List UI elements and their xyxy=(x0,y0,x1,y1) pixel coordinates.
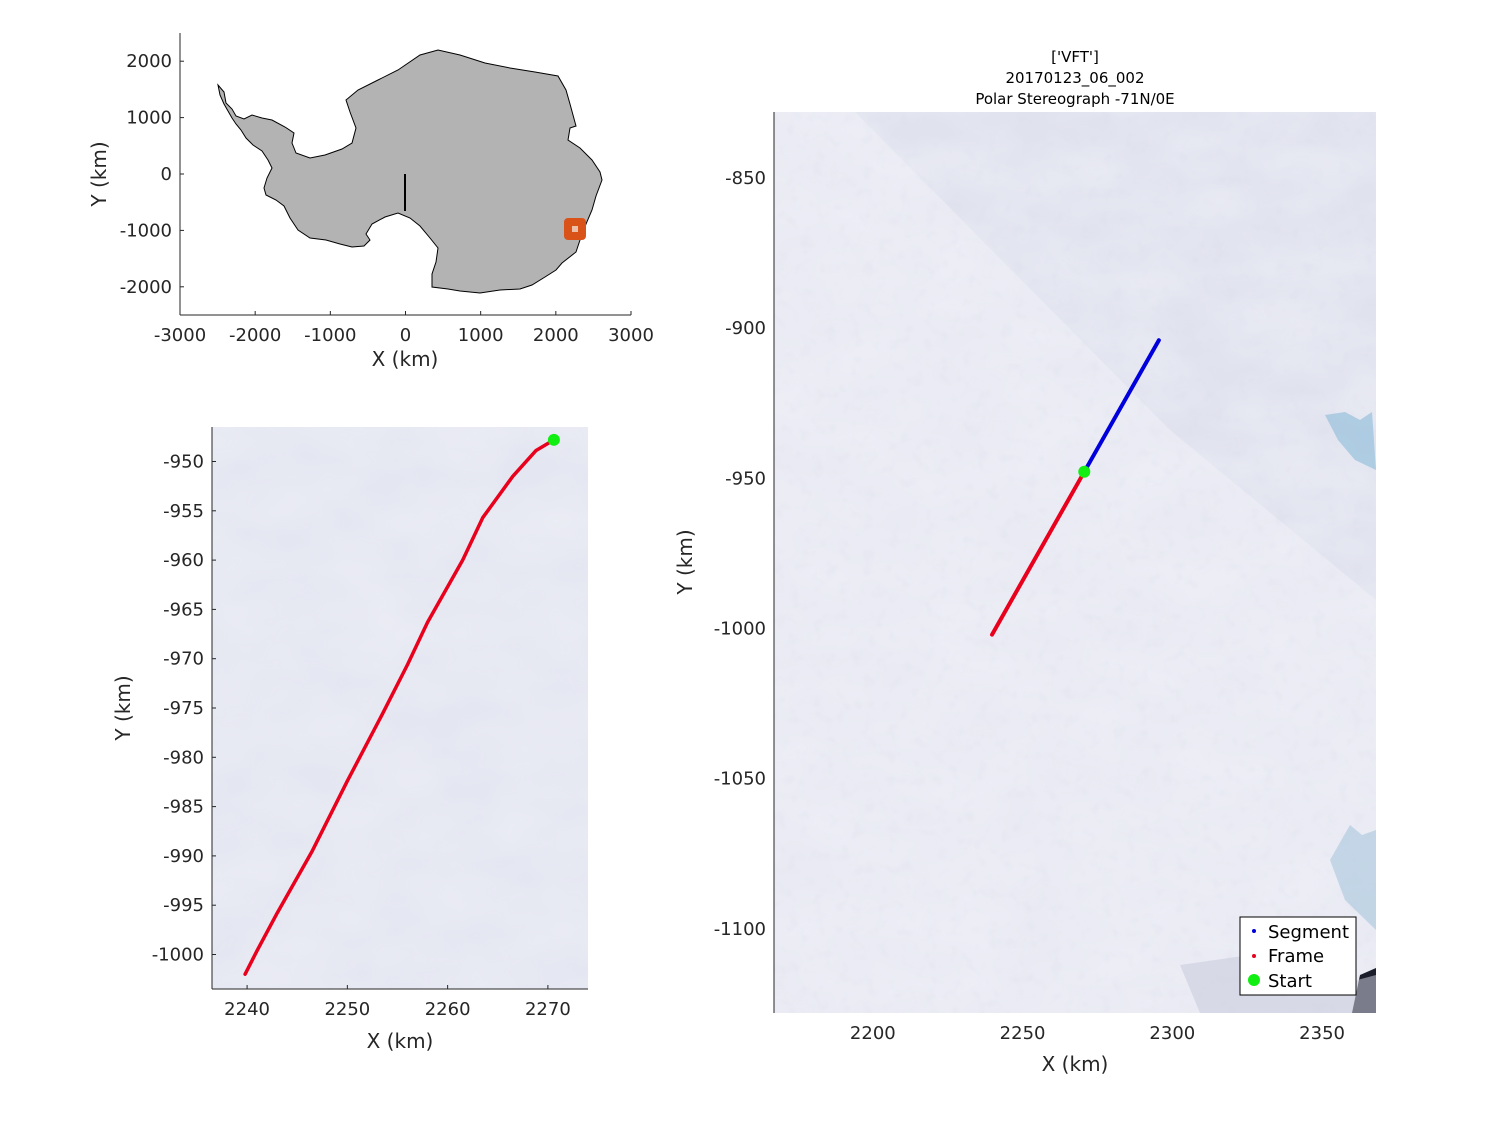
legend-start-marker xyxy=(1248,974,1260,986)
start-marker xyxy=(547,433,560,446)
title-line-3: Polar Stereograph -71N/0E xyxy=(975,90,1174,108)
start-marker xyxy=(1078,465,1091,478)
detail-ytick-label: -965 xyxy=(163,599,204,620)
frame-track-line xyxy=(243,438,556,976)
frame-track-line xyxy=(990,469,1087,637)
detail-ytick-label: -950 xyxy=(163,452,204,473)
segment-ytick-label: -950 xyxy=(725,468,766,489)
segment-ytick-label: -850 xyxy=(725,168,766,189)
segment-track-line xyxy=(1082,338,1161,474)
detail-x-label: X (km) xyxy=(367,1029,434,1053)
detail-ytick-label: -990 xyxy=(163,846,204,867)
frame-detail-axes: 2240 2250 2260 2270 -950 -955 -960 -965 -970 -97… xyxy=(111,427,588,1053)
segment-xtick-label: 2350 xyxy=(1299,1023,1345,1044)
legend: Segment Frame Start xyxy=(1239,916,1357,996)
overview-ytick-label: -1000 xyxy=(120,220,172,241)
legend-segment-label: Segment xyxy=(1268,922,1349,943)
legend-segment-marker xyxy=(1252,929,1256,933)
overview-y-label: Y (km) xyxy=(87,141,111,207)
segment-xtick-label: 2300 xyxy=(1149,1023,1195,1044)
location-marker xyxy=(564,218,586,240)
legend-frame-marker xyxy=(1252,954,1256,958)
detail-ytick-label: -995 xyxy=(163,895,204,916)
overview-ytick-label: 0 xyxy=(161,164,172,185)
segment-map-axes: ['VFT'] 20170123_06_002 Polar Stereograp… xyxy=(673,48,1376,1076)
overview-ytick-label: 2000 xyxy=(126,51,172,72)
detail-ytick-label: -960 xyxy=(163,550,204,571)
overview-x-label: X (km) xyxy=(372,347,439,371)
legend-start-label: Start xyxy=(1268,971,1312,992)
segment-y-label: Y (km) xyxy=(673,529,697,595)
overview-ytick-label: 1000 xyxy=(126,108,172,129)
overview-xtick-label: -2000 xyxy=(229,325,281,346)
segment-ytick-label: -1000 xyxy=(714,619,766,640)
segment-ytick-label: -1050 xyxy=(714,769,766,790)
antarctica-landmass xyxy=(217,49,603,294)
detail-xtick-label: 2240 xyxy=(224,999,270,1020)
detail-xtick-label: 2260 xyxy=(425,999,471,1020)
segment-x-label: X (km) xyxy=(1042,1052,1109,1076)
detail-xtick-label: 2270 xyxy=(525,999,571,1020)
legend-frame-label: Frame xyxy=(1268,946,1324,967)
detail-y-label: Y (km) xyxy=(111,675,135,741)
detail-ytick-label: -970 xyxy=(163,649,204,670)
overview-xtick-label: -1000 xyxy=(304,325,356,346)
detail-ytick-label: -980 xyxy=(163,747,204,768)
overview-xtick-label: 2000 xyxy=(533,325,579,346)
segment-xtick-label: 2200 xyxy=(850,1023,896,1044)
detail-ytick-label: -955 xyxy=(163,501,204,522)
title-line-1: ['VFT'] xyxy=(1051,48,1099,66)
overview-xtick-label: 0 xyxy=(400,325,411,346)
segment-ytick-label: -900 xyxy=(725,318,766,339)
detail-ytick-label: -1000 xyxy=(152,944,204,965)
detail-ytick-label: -975 xyxy=(163,698,204,719)
overview-xtick-label: -3000 xyxy=(154,325,206,346)
figure-title: ['VFT'] 20170123_06_002 Polar Stereograp… xyxy=(975,48,1174,108)
meltwater-patch-south xyxy=(1330,825,1376,930)
overview-xtick-label: 1000 xyxy=(458,325,504,346)
overview-map-axes: -3000 -2000 -1000 0 1000 2000 3000 -2000 -1000 0… xyxy=(87,33,654,371)
overview-xtick-label: 3000 xyxy=(608,325,654,346)
segment-ytick-label: -1100 xyxy=(714,919,766,940)
detail-ytick-label: -985 xyxy=(163,797,204,818)
segment-xtick-label: 2250 xyxy=(1000,1023,1046,1044)
title-line-2: 20170123_06_002 xyxy=(1005,69,1144,88)
overview-ytick-label: -2000 xyxy=(120,277,172,298)
meltwater-patch xyxy=(1325,412,1376,470)
detail-xtick-label: 2250 xyxy=(324,999,370,1020)
